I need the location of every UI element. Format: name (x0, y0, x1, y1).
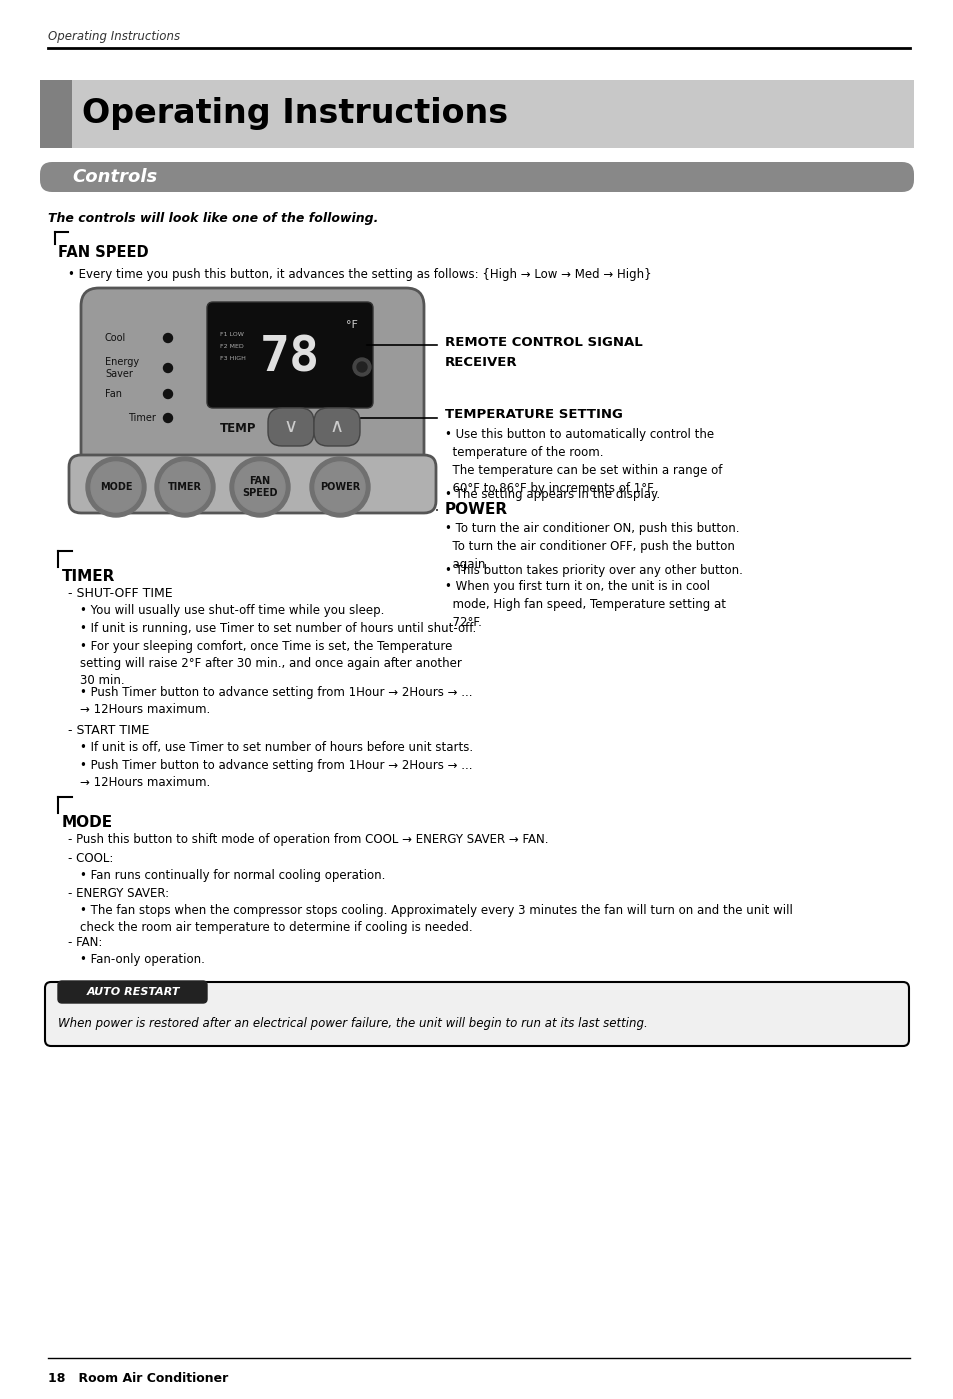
Text: REMOTE CONTROL SIGNAL: REMOTE CONTROL SIGNAL (444, 336, 642, 348)
Circle shape (160, 462, 210, 512)
Circle shape (154, 457, 214, 518)
Circle shape (356, 362, 367, 372)
Circle shape (310, 457, 370, 518)
Circle shape (234, 462, 285, 512)
Text: • Push Timer button to advance setting from 1Hour → 2Hours → ...
→ 12Hours maxim: • Push Timer button to advance setting f… (80, 760, 472, 789)
FancyBboxPatch shape (69, 455, 436, 513)
Text: • For your sleeping comfort, once Time is set, the Temperature
setting will rais: • For your sleeping comfort, once Time i… (80, 639, 461, 687)
Text: - FAN:: - FAN: (68, 936, 102, 949)
Text: POWER: POWER (444, 502, 508, 518)
Circle shape (163, 414, 172, 422)
Text: ∨: ∨ (284, 417, 297, 436)
Circle shape (230, 457, 290, 518)
Text: - COOL:: - COOL: (68, 852, 113, 865)
FancyBboxPatch shape (207, 302, 373, 409)
Text: • Fan runs continually for normal cooling operation.: • Fan runs continually for normal coolin… (80, 869, 385, 881)
Text: TIMER: TIMER (62, 569, 115, 583)
Text: F1 LOW: F1 LOW (220, 333, 244, 337)
Circle shape (163, 389, 172, 399)
Text: FAN
SPEED: FAN SPEED (242, 476, 277, 498)
Circle shape (353, 358, 371, 376)
Text: The controls will look like one of the following.: The controls will look like one of the f… (48, 213, 378, 225)
Text: - SHUT-OFF TIME: - SHUT-OFF TIME (68, 588, 172, 600)
Text: • Fan-only operation.: • Fan-only operation. (80, 953, 205, 965)
Text: MODE: MODE (100, 483, 132, 492)
Text: TEMP: TEMP (220, 421, 256, 435)
Circle shape (86, 457, 146, 518)
FancyBboxPatch shape (40, 80, 913, 148)
Text: When power is restored after an electrical power failure, the unit will begin to: When power is restored after an electric… (58, 1017, 647, 1030)
FancyBboxPatch shape (40, 80, 71, 148)
Text: AUTO RESTART: AUTO RESTART (86, 988, 179, 997)
Text: TIMER: TIMER (168, 483, 202, 492)
Text: Operating Instructions: Operating Instructions (48, 29, 180, 43)
Text: Controls: Controls (71, 168, 157, 186)
Text: Energy: Energy (105, 357, 139, 367)
Text: • You will usually use shut-off time while you sleep.: • You will usually use shut-off time whi… (80, 604, 384, 617)
Text: TEMPERATURE SETTING: TEMPERATURE SETTING (444, 409, 622, 421)
FancyBboxPatch shape (81, 288, 423, 474)
Text: - ENERGY SAVER:: - ENERGY SAVER: (68, 887, 169, 900)
Text: Fan: Fan (105, 389, 122, 399)
Text: RECEIVER: RECEIVER (444, 355, 517, 369)
Text: °F: °F (346, 320, 357, 330)
Text: 78: 78 (259, 333, 320, 381)
FancyBboxPatch shape (314, 409, 359, 446)
Text: • This button takes priority over any other button.: • This button takes priority over any ot… (444, 564, 742, 576)
Text: FAN SPEED: FAN SPEED (58, 245, 149, 260)
Text: • To turn the air conditioner ON, push this button.
  To turn the air conditione: • To turn the air conditioner ON, push t… (444, 522, 739, 571)
Text: • The fan stops when the compressor stops cooling. Approximately every 3 minutes: • The fan stops when the compressor stop… (80, 904, 792, 935)
Text: F2 MED: F2 MED (220, 344, 244, 350)
Text: • If unit is running, use Timer to set number of hours until shut-off.: • If unit is running, use Timer to set n… (80, 623, 476, 635)
Text: MODE: MODE (62, 816, 113, 830)
Text: • If unit is off, use Timer to set number of hours before unit starts.: • If unit is off, use Timer to set numbe… (80, 741, 473, 754)
Text: POWER: POWER (319, 483, 359, 492)
Text: ∧: ∧ (330, 417, 344, 436)
FancyBboxPatch shape (45, 982, 908, 1046)
Text: - START TIME: - START TIME (68, 725, 150, 737)
Text: • The setting appears in the display.: • The setting appears in the display. (444, 488, 659, 501)
Text: • When you first turn it on, the unit is in cool
  mode, High fan speed, Tempera: • When you first turn it on, the unit is… (444, 581, 725, 630)
Circle shape (314, 462, 365, 512)
Text: Operating Instructions: Operating Instructions (82, 98, 508, 130)
FancyBboxPatch shape (268, 409, 314, 446)
FancyBboxPatch shape (58, 981, 207, 1003)
Text: - Push this button to shift mode of operation from COOL → ENERGY SAVER → FAN.: - Push this button to shift mode of oper… (68, 832, 548, 846)
Text: Timer: Timer (128, 413, 155, 422)
Text: Saver: Saver (105, 369, 132, 379)
Text: • Use this button to automatically control the
  temperature of the room.
  The : • Use this button to automatically contr… (444, 428, 721, 495)
Text: F3 HIGH: F3 HIGH (220, 357, 246, 361)
Circle shape (163, 333, 172, 343)
Text: • Every time you push this button, it advances the setting as follows: {High → L: • Every time you push this button, it ad… (68, 269, 651, 281)
FancyBboxPatch shape (40, 162, 913, 192)
Circle shape (91, 462, 141, 512)
Text: Cool: Cool (105, 333, 126, 343)
Circle shape (163, 364, 172, 372)
Text: • Push Timer button to advance setting from 1Hour → 2Hours → ...
→ 12Hours maxim: • Push Timer button to advance setting f… (80, 686, 472, 716)
Text: 18   Room Air Conditioner: 18 Room Air Conditioner (48, 1372, 228, 1385)
